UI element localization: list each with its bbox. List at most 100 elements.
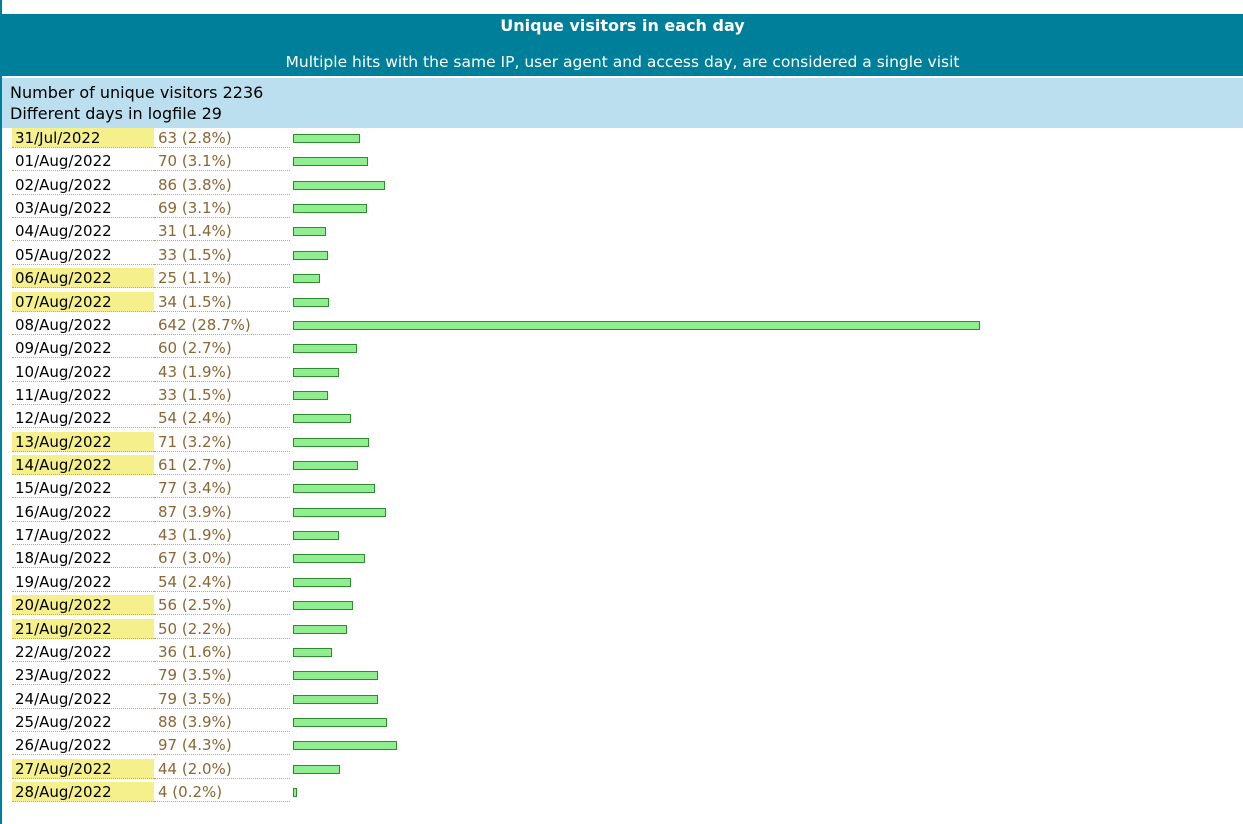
count-cell: 86 (3.8%) (154, 175, 290, 195)
bar (293, 461, 359, 471)
count-cell: 56 (2.5%) (154, 595, 290, 616)
count-cell: 54 (2.4%) (154, 408, 290, 429)
bar (293, 157, 368, 167)
day-row: 10/Aug/2022 43 (1.9%) (2, 361, 1243, 384)
day-table: 31/Jul/2022 63 (2.8%) 01/Aug/2022 70 (3.1%)… (2, 127, 1243, 804)
count-cell: 60 (2.7%) (154, 338, 290, 359)
count-cell: 69 (3.1%) (154, 198, 290, 219)
date-cell: 01/Aug/2022 (12, 151, 154, 172)
count-cell: 97 (4.3%) (154, 735, 290, 756)
day-row: 04/Aug/2022 31 (1.4%) (2, 220, 1243, 243)
bar (293, 414, 351, 424)
day-row: 18/Aug/2022 67 (3.0%) (2, 547, 1243, 570)
count-cell: 67 (3.0%) (154, 548, 290, 569)
date-cell: 28/Aug/2022 (12, 782, 154, 803)
day-row: 06/Aug/2022 25 (1.1%) (2, 267, 1243, 290)
day-row: 12/Aug/2022 54 (2.4%) (2, 407, 1243, 430)
day-row: 19/Aug/2022 54 (2.4%) (2, 571, 1243, 594)
date-cell: 06/Aug/2022 (12, 268, 154, 289)
count-cell: 88 (3.9%) (154, 712, 290, 732)
section-header: Unique visitors in each day Multiple hit… (2, 14, 1243, 76)
date-cell: 04/Aug/2022 (12, 221, 154, 242)
day-row: 08/Aug/2022 642 (28.7%) (2, 314, 1243, 337)
count-cell: 87 (3.9%) (154, 502, 290, 522)
bar (293, 647, 332, 657)
bar (293, 694, 378, 704)
date-cell: 31/Jul/2022 (12, 128, 154, 148)
day-row: 07/Aug/2022 34 (1.5%) (2, 291, 1243, 314)
count-cell: 642 (28.7%) (154, 315, 290, 335)
date-cell: 12/Aug/2022 (12, 408, 154, 429)
count-cell: 54 (2.4%) (154, 572, 290, 592)
day-row: 26/Aug/2022 97 (4.3%) (2, 734, 1243, 757)
count-cell: 31 (1.4%) (154, 221, 290, 242)
date-cell: 07/Aug/2022 (12, 291, 154, 312)
day-row: 02/Aug/2022 86 (3.8%) (2, 174, 1243, 197)
bar (293, 741, 397, 751)
day-row: 25/Aug/2022 88 (3.9%) (2, 711, 1243, 734)
day-row: 22/Aug/2022 36 (1.6%) (2, 641, 1243, 664)
section-subtitle: Multiple hits with the same IP, user age… (285, 53, 960, 71)
bar (293, 320, 980, 330)
count-cell: 63 (2.8%) (154, 128, 290, 148)
bar (293, 624, 347, 634)
section-title: Unique visitors in each day (500, 16, 745, 35)
count-cell: 61 (2.7%) (154, 455, 290, 476)
count-cell: 79 (3.5%) (154, 689, 290, 709)
count-cell: 33 (1.5%) (154, 385, 290, 405)
day-row: 27/Aug/2022 44 (2.0%) (2, 758, 1243, 781)
bar (293, 554, 365, 564)
bar (293, 507, 387, 517)
date-cell: 22/Aug/2022 (12, 642, 154, 662)
bar (293, 577, 351, 587)
date-cell: 08/Aug/2022 (12, 315, 154, 335)
bar (293, 204, 367, 214)
date-cell: 02/Aug/2022 (12, 175, 154, 195)
date-cell: 24/Aug/2022 (12, 689, 154, 709)
day-row: 09/Aug/2022 60 (2.7%) (2, 337, 1243, 360)
date-cell: 17/Aug/2022 (12, 525, 154, 546)
day-row: 20/Aug/2022 56 (2.5%) (2, 594, 1243, 617)
bar (293, 344, 358, 354)
count-cell: 77 (3.4%) (154, 478, 290, 499)
date-cell: 09/Aug/2022 (12, 338, 154, 359)
bar (293, 180, 386, 190)
count-cell: 50 (2.2%) (154, 619, 290, 639)
date-cell: 25/Aug/2022 (12, 712, 154, 732)
day-row: 23/Aug/2022 79 (3.5%) (2, 664, 1243, 687)
bar (293, 297, 330, 307)
day-row: 31/Jul/2022 63 (2.8%) (2, 127, 1243, 150)
count-cell: 79 (3.5%) (154, 665, 290, 686)
bar (293, 531, 339, 541)
day-row: 28/Aug/2022 4 (0.2%) (2, 781, 1243, 804)
count-cell: 43 (1.9%) (154, 362, 290, 382)
bar (293, 601, 353, 611)
bar (293, 671, 378, 681)
day-row: 03/Aug/2022 69 (3.1%) (2, 197, 1243, 220)
count-cell: 36 (1.6%) (154, 642, 290, 662)
date-cell: 26/Aug/2022 (12, 735, 154, 756)
day-row: 24/Aug/2022 79 (3.5%) (2, 688, 1243, 711)
date-cell: 21/Aug/2022 (12, 618, 154, 639)
bar (293, 367, 339, 377)
bar (293, 134, 361, 143)
count-cell: 34 (1.5%) (154, 292, 290, 312)
bar (293, 274, 320, 284)
date-cell: 19/Aug/2022 (12, 572, 154, 592)
day-row: 11/Aug/2022 33 (1.5%) (2, 384, 1243, 407)
day-row: 14/Aug/2022 61 (2.7%) (2, 454, 1243, 477)
count-cell: 71 (3.2%) (154, 432, 290, 452)
date-cell: 03/Aug/2022 (12, 198, 154, 219)
date-cell: 20/Aug/2022 (12, 595, 154, 616)
date-cell: 23/Aug/2022 (12, 665, 154, 686)
summary: Number of unique visitors 2236 Different… (2, 78, 1243, 128)
bar (293, 227, 327, 237)
bar (293, 437, 369, 447)
count-cell: 25 (1.1%) (154, 268, 290, 289)
day-row: 13/Aug/2022 71 (3.2%) (2, 431, 1243, 454)
day-row: 15/Aug/2022 77 (3.4%) (2, 477, 1243, 500)
day-row: 16/Aug/2022 87 (3.9%) (2, 501, 1243, 524)
date-cell: 18/Aug/2022 (12, 548, 154, 569)
bar (293, 717, 388, 727)
